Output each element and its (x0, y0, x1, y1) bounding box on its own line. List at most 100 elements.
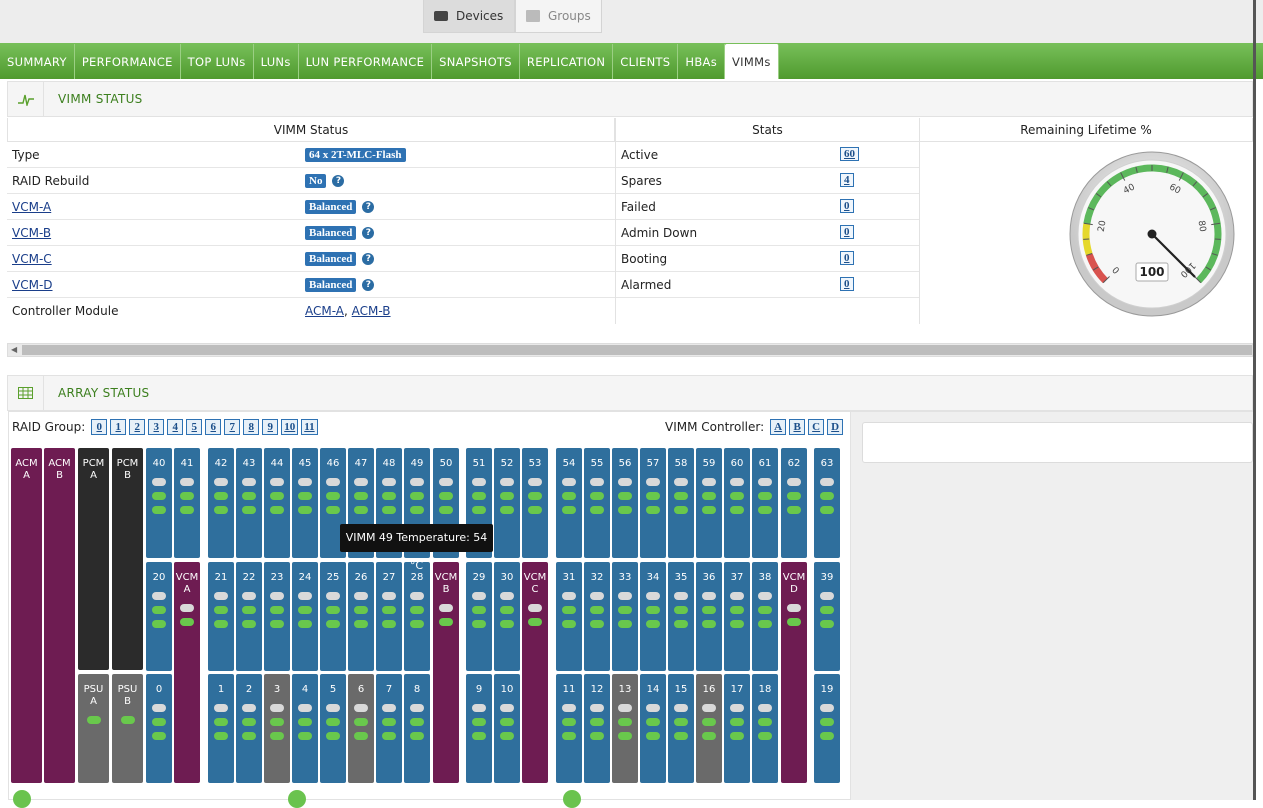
raid-group-button[interactable]: 4 (167, 419, 183, 435)
vimm-module[interactable]: 42 (208, 448, 234, 558)
nav-tab-clients[interactable]: CLIENTS (613, 44, 678, 79)
vimm-module[interactable]: 5 (320, 674, 346, 783)
vimm-module[interactable]: 56 (612, 448, 638, 558)
vimm-module[interactable]: 6 (348, 674, 374, 783)
vimm-module[interactable]: 43 (236, 448, 262, 558)
vimm-module[interactable]: 32 (584, 562, 610, 671)
nav-tab-lun-performance[interactable]: LUN PERFORMANCE (299, 44, 433, 79)
vimm-module[interactable]: 54 (556, 448, 582, 558)
vcm-d-link[interactable]: VCM-D (12, 278, 53, 292)
raid-group-button[interactable]: 1 (110, 419, 126, 435)
vimm-module[interactable]: 62 (781, 448, 807, 558)
vimm-module[interactable]: 26 (348, 562, 374, 671)
vimm-module[interactable]: 40 (146, 448, 172, 558)
nav-tab-summary[interactable]: SUMMARY (0, 44, 75, 79)
vimm-module[interactable]: 18 (752, 674, 778, 783)
vimm-module[interactable]: 16 (696, 674, 722, 783)
help-icon[interactable]: ? (362, 253, 374, 265)
vimm-controller-button[interactable]: A (770, 419, 786, 435)
vimm-module[interactable]: 12 (584, 674, 610, 783)
acm-a-link[interactable]: ACM-A (305, 304, 344, 318)
vimm-module[interactable]: 57 (640, 448, 666, 558)
nav-tab-hbas[interactable]: HBAs (678, 44, 725, 79)
nav-tab-performance[interactable]: PERFORMANCE (75, 44, 181, 79)
vimm-controller-button[interactable]: C (808, 419, 824, 435)
vcm-a-link[interactable]: VCM-A (12, 200, 51, 214)
raid-group-button[interactable]: 3 (148, 419, 164, 435)
help-icon[interactable]: ? (362, 201, 374, 213)
vimm-controller-button[interactable]: B (789, 419, 805, 435)
vimm-module[interactable]: 30 (494, 562, 520, 671)
vimm-module[interactable]: 13 (612, 674, 638, 783)
vcm-c-link[interactable]: VCM-C (12, 252, 52, 266)
vimm-module[interactable]: 35 (668, 562, 694, 671)
vimm-module[interactable]: 29 (466, 562, 492, 671)
vimm-module[interactable]: 25 (320, 562, 346, 671)
vimm-module[interactable]: 14 (640, 674, 666, 783)
vimm-module[interactable]: 2 (236, 674, 262, 783)
horizontal-scrollbar[interactable]: ◀ (7, 343, 1253, 357)
vimm-module[interactable]: 0 (146, 674, 172, 783)
scroll-left-icon[interactable]: ◀ (11, 345, 17, 354)
vimm-module[interactable]: 41 (174, 448, 200, 558)
tab-devices[interactable]: Devices (423, 0, 515, 33)
raid-group-button[interactable]: 10 (281, 419, 298, 435)
raid-group-button[interactable]: 7 (224, 419, 240, 435)
vimm-module[interactable]: 38 (752, 562, 778, 671)
nav-tab-replication[interactable]: REPLICATION (520, 44, 613, 79)
vimm-module[interactable]: 39 (814, 562, 840, 671)
vimm-module[interactable]: 22 (236, 562, 262, 671)
vimm-module[interactable]: 31 (556, 562, 582, 671)
vimm-module[interactable]: 61 (752, 448, 778, 558)
vimm-module[interactable]: 60 (724, 448, 750, 558)
raid-group-button[interactable]: 8 (243, 419, 259, 435)
vimm-module[interactable]: 45 (292, 448, 318, 558)
help-icon[interactable]: ? (362, 227, 374, 239)
vimm-module[interactable]: 27 (376, 562, 402, 671)
vimm-module[interactable]: 34 (640, 562, 666, 671)
vimm-module[interactable]: 59 (696, 448, 722, 558)
vimm-module[interactable]: 52 (494, 448, 520, 558)
stat-value[interactable]: 60 (840, 147, 859, 161)
vimm-module[interactable]: 10 (494, 674, 520, 783)
nav-tab-top-luns[interactable]: TOP LUNs (181, 44, 254, 79)
vimm-module[interactable]: 55 (584, 448, 610, 558)
vimm-module[interactable]: 7 (376, 674, 402, 783)
vimm-module[interactable]: 37 (724, 562, 750, 671)
vimm-module[interactable]: 9 (466, 674, 492, 783)
raid-group-button[interactable]: 0 (91, 419, 107, 435)
vimm-module[interactable]: 15 (668, 674, 694, 783)
acm-b-link[interactable]: ACM-B (352, 304, 391, 318)
raid-group-button[interactable]: 11 (301, 419, 317, 435)
tab-groups[interactable]: Groups (515, 0, 602, 33)
vimm-module[interactable]: 53 (522, 448, 548, 558)
stat-value[interactable]: 0 (840, 277, 854, 291)
vimm-module[interactable]: 1 (208, 674, 234, 783)
vimm-module[interactable]: 44 (264, 448, 290, 558)
vimm-module[interactable]: 8 (404, 674, 430, 783)
vimm-module[interactable]: 63 (814, 448, 840, 558)
raid-group-button[interactable]: 9 (262, 419, 278, 435)
stat-value[interactable]: 4 (840, 173, 854, 187)
nav-tab-luns[interactable]: LUNs (254, 44, 299, 79)
vimm-module[interactable]: 20 (146, 562, 172, 671)
vimm-module[interactable]: 21 (208, 562, 234, 671)
vimm-module[interactable]: 36 (696, 562, 722, 671)
vcm-b-link[interactable]: VCM-B (12, 226, 51, 240)
raid-group-button[interactable]: 5 (186, 419, 202, 435)
raid-group-button[interactable]: 6 (205, 419, 221, 435)
vimm-module[interactable]: 24 (292, 562, 318, 671)
nav-tab-snapshots[interactable]: SNAPSHOTS (432, 44, 520, 79)
vimm-module[interactable]: 58 (668, 448, 694, 558)
stat-value[interactable]: 0 (840, 225, 854, 239)
vimm-module[interactable]: 19 (814, 674, 840, 783)
stat-value[interactable]: 0 (840, 199, 854, 213)
